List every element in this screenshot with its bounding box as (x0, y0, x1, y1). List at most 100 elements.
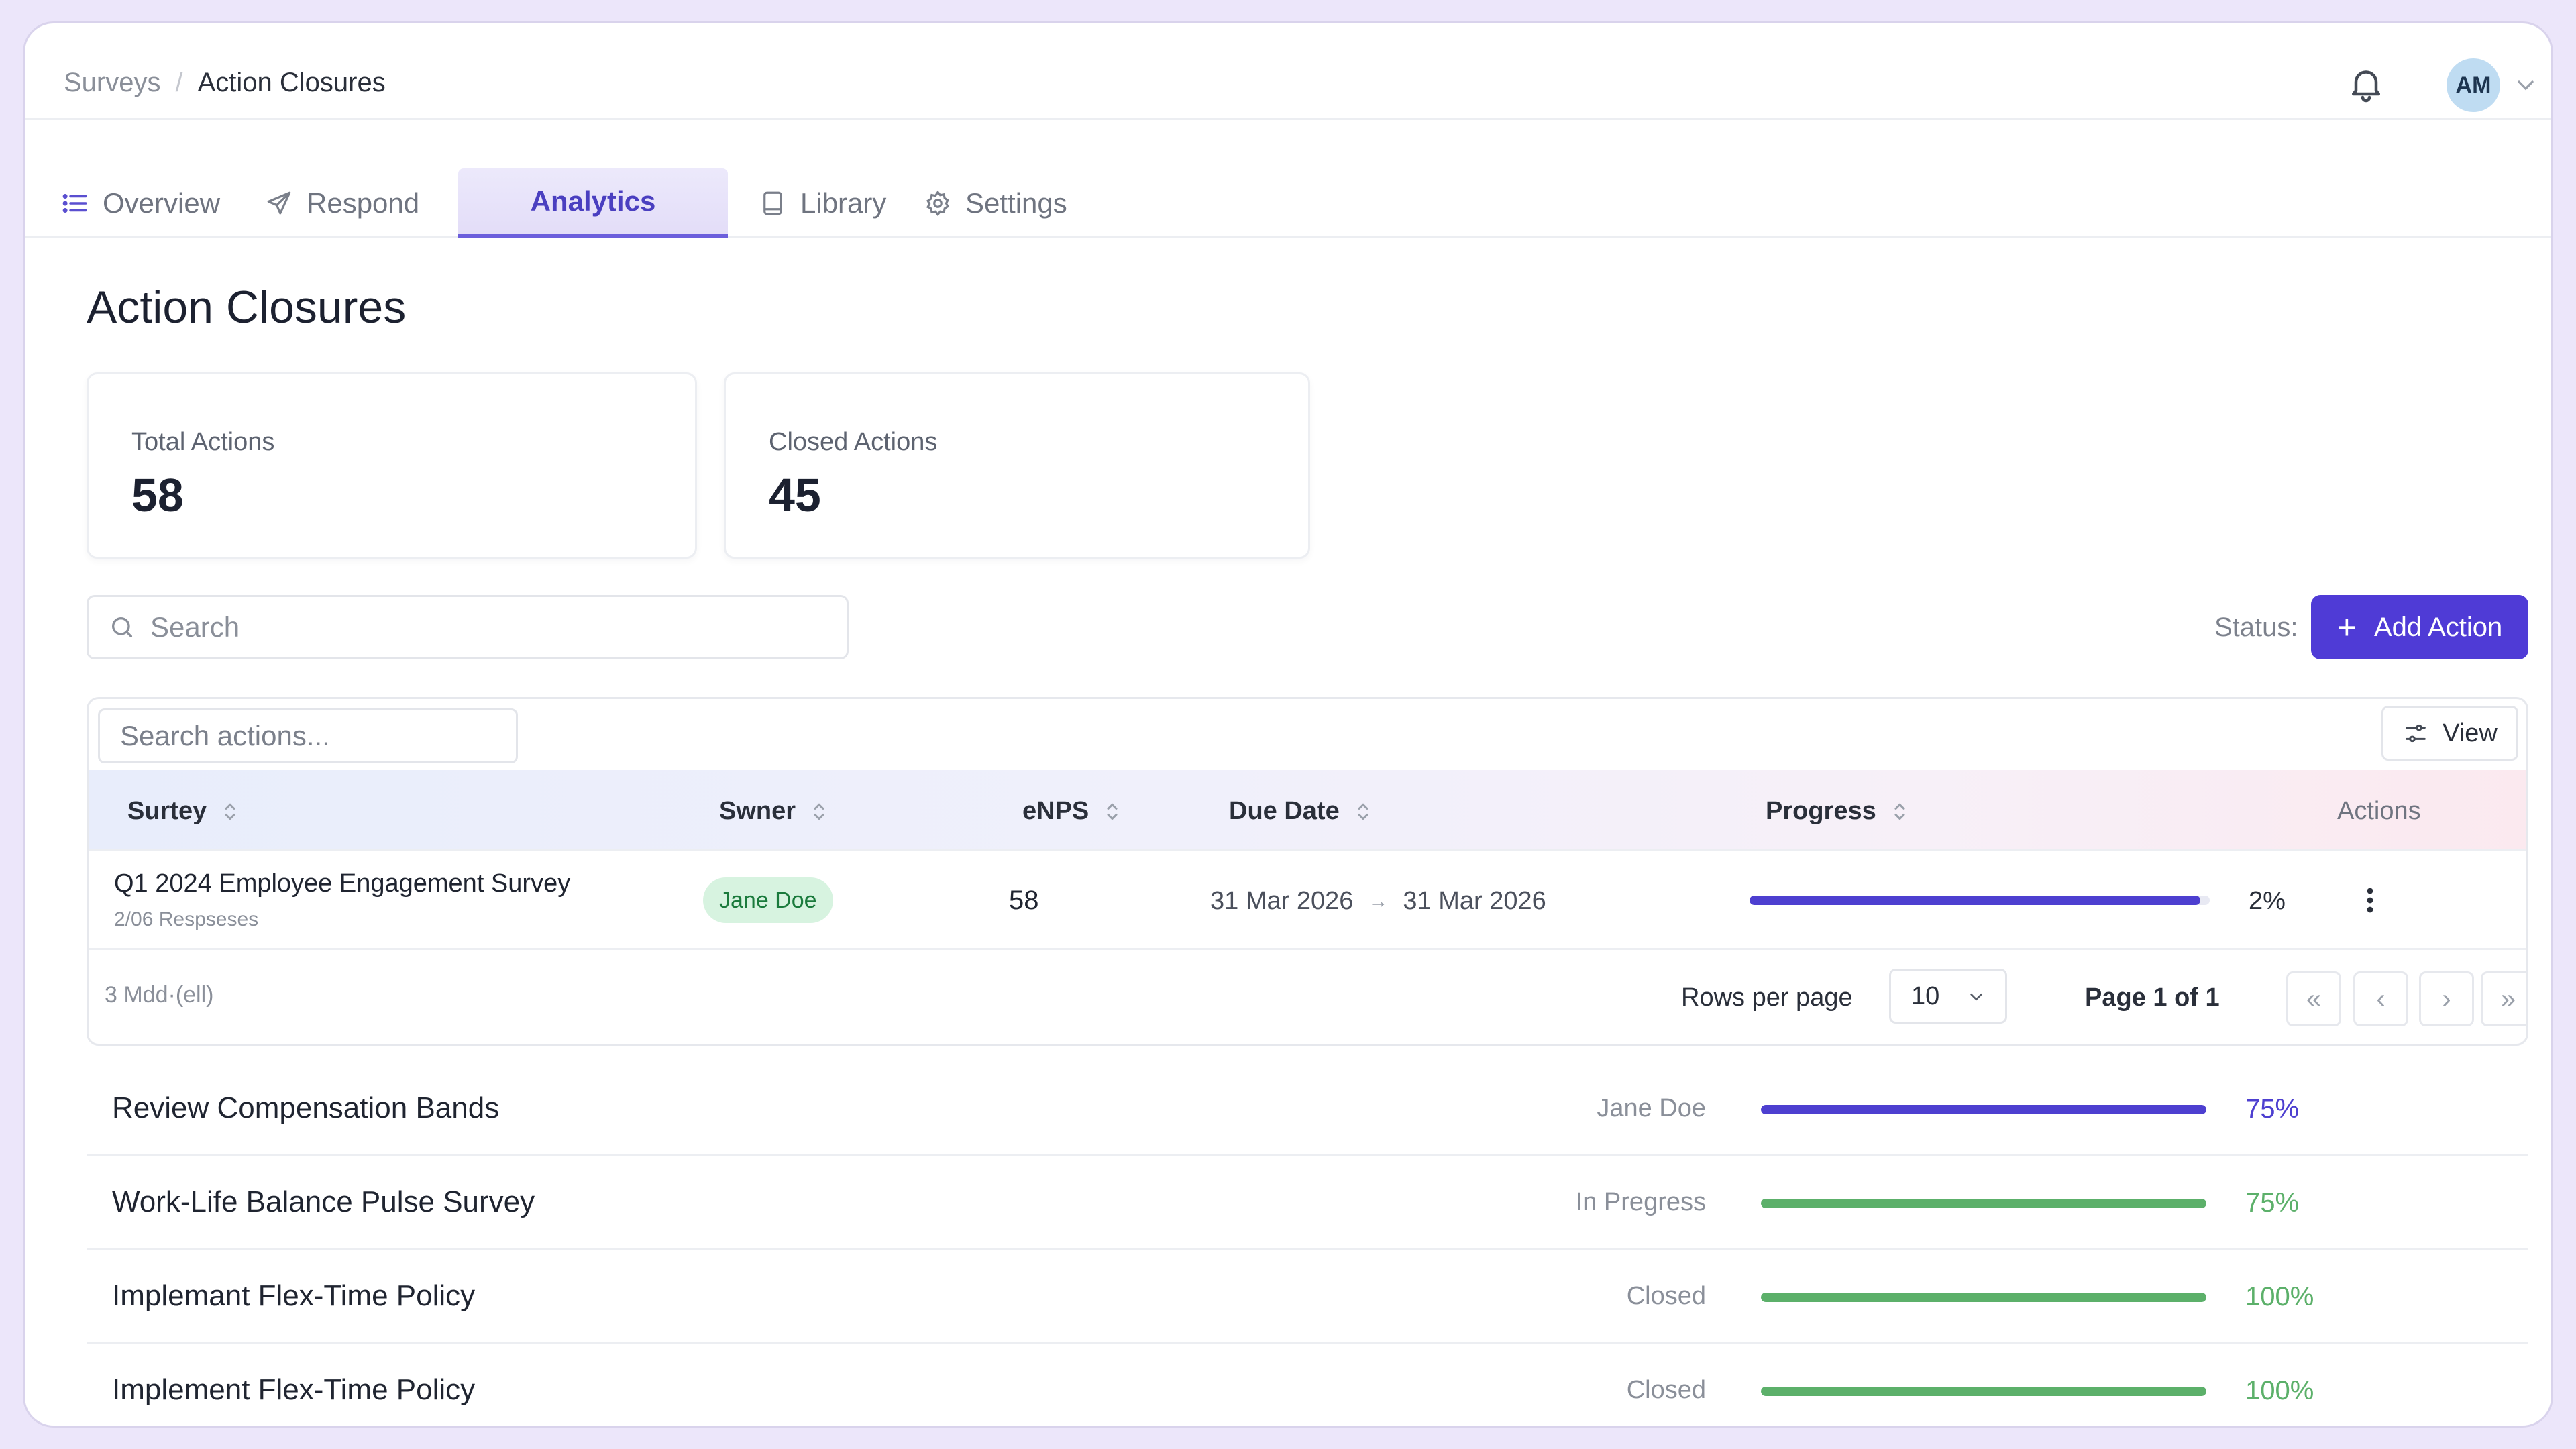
first-page-button[interactable]: « (2286, 971, 2341, 1026)
column-header-actions: Actions (2337, 797, 2421, 826)
tab-settings[interactable]: Settings (924, 168, 1067, 238)
column-label: Actions (2337, 797, 2421, 825)
column-label: Surtey (127, 797, 207, 825)
sliders-icon (2406, 724, 2426, 743)
action-title: Review Compensation Bands (112, 1091, 500, 1124)
tab-analytics[interactable]: Analytics (458, 168, 728, 238)
page-title: Action Closures (87, 282, 407, 333)
progress-percent: 100% (2245, 1376, 2314, 1405)
survey-name[interactable]: Q1 2024 Employee Engagement Survey (114, 869, 571, 898)
owner-badge: Jane Doe (703, 877, 833, 923)
stat-label: Total Actions (131, 428, 275, 456)
progress-fill (1761, 1293, 2206, 1302)
progress-bar (1761, 1105, 2206, 1114)
column-header-due-date[interactable]: Due Date (1229, 797, 1372, 826)
row-count: 3 Mdd·(ell) (105, 982, 214, 1008)
sort-icon (1107, 802, 1118, 820)
tab-analytics-label: Analytics (530, 185, 656, 217)
column-header-survey[interactable]: Surtey (127, 797, 239, 826)
tab-respond-label: Respond (307, 187, 420, 219)
column-header-progress[interactable]: Progress (1766, 797, 1909, 826)
prev-page-button[interactable]: ‹ (2353, 971, 2408, 1026)
action-status: Jane Doe (1597, 1094, 1706, 1122)
list-item[interactable]: Review Compensation Bands Jane Doe 75% (87, 1062, 2528, 1156)
list-icon (62, 194, 87, 213)
breadcrumb-separator: / (175, 68, 183, 97)
tab-respond[interactable]: Respond (265, 168, 419, 238)
add-action-label: Add Action (2373, 612, 2503, 642)
column-header-enps[interactable]: eNPS (1022, 797, 1121, 826)
column-header-owner[interactable]: Swner (719, 797, 828, 826)
next-page-button[interactable]: › (2419, 971, 2474, 1026)
sort-icon (225, 802, 235, 820)
search-icon (112, 617, 132, 637)
column-label: Swner (719, 797, 796, 825)
send-icon (267, 191, 291, 215)
last-page-button[interactable]: » (2481, 971, 2526, 1026)
tab-overview-label: Overview (103, 187, 221, 219)
tab-library[interactable]: Library (759, 168, 886, 238)
column-label: Due Date (1229, 797, 1340, 825)
sort-icon (1894, 802, 1905, 820)
progress-fill (1761, 1387, 2206, 1396)
column-label: Progress (1766, 797, 1876, 825)
tab-overview[interactable]: Overview (61, 168, 220, 238)
progress-bar (1761, 1293, 2206, 1302)
due-date-range: 31 Mar 2026 → 31 Mar 2026 (1210, 887, 1546, 916)
app-window: Surveys / Action Closures AM Overview Re… (23, 21, 2553, 1428)
progress-percent: 100% (2245, 1282, 2314, 1311)
list-item[interactable]: Implement Flex-Time Policy Closed 100% (87, 1344, 2528, 1426)
sort-icon (1358, 802, 1368, 820)
more-vertical-icon[interactable] (2360, 884, 2380, 916)
progress-percent: 75% (2245, 1094, 2300, 1124)
chevron-down-icon (1970, 994, 1982, 1001)
chevrons-right-icon: » (2500, 983, 2516, 1014)
stat-value: 58 (131, 469, 184, 521)
survey-responses: 2/06 Respseses (114, 908, 259, 930)
action-title: Implemant Flex-Time Policy (112, 1279, 476, 1312)
enps-value: 58 (1009, 885, 1039, 915)
view-label: View (2443, 718, 2498, 747)
chevron-down-icon[interactable] (2512, 72, 2539, 99)
progress-bar (1750, 896, 2210, 905)
breadcrumb-surveys-link[interactable]: Surveys (64, 68, 161, 97)
table-footer: 3 Mdd·(ell) Rows per page 10 Page 1 of 1… (89, 950, 2526, 1044)
action-status: Closed (1626, 1282, 1706, 1310)
action-status: Closed (1626, 1376, 1706, 1404)
table-search-input[interactable] (98, 708, 518, 763)
progress-percent: 75% (2245, 1188, 2300, 1218)
due-start: 31 Mar 2026 (1210, 887, 1354, 915)
view-options-button[interactable]: View (2381, 706, 2518, 761)
stat-label: Closed Actions (769, 428, 938, 456)
stat-card-closed: Closed Actions 45 (724, 372, 1310, 559)
chevron-left-icon: ‹ (2376, 983, 2385, 1014)
rows-per-page-label: Rows per page (1681, 983, 1853, 1012)
actions-table: View Surtey Swner eNPS Due Date Progress (87, 697, 2528, 1046)
search-input[interactable] (150, 611, 754, 643)
bell-icon[interactable] (2346, 64, 2386, 104)
rows-per-page-select[interactable]: 10 (1889, 969, 2007, 1024)
stat-card-total: Total Actions 58 (87, 372, 697, 559)
rows-per-page-value: 10 (1911, 981, 1940, 1010)
top-header: Surveys / Action Closures AM (25, 23, 2551, 120)
progress-fill (1761, 1199, 2206, 1208)
add-action-button[interactable]: + Add Action (2311, 595, 2528, 659)
breadcrumb-current: Action Closures (197, 68, 386, 97)
table-header: Surtey Swner eNPS Due Date Progress Acti… (89, 770, 2526, 851)
plus-icon: + (2337, 608, 2357, 646)
progress-percent: 2% (2249, 887, 2286, 915)
table-row[interactable]: Q1 2024 Employee Engagement Survey 2/06 … (89, 851, 2526, 950)
action-title: Work-Life Balance Pulse Survey (112, 1185, 535, 1218)
action-title: Implement Flex-Time Policy (112, 1373, 476, 1406)
chevron-right-icon: › (2442, 983, 2451, 1014)
list-item[interactable]: Implemant Flex-Time Policy Closed 100% (87, 1250, 2528, 1344)
tab-bar: Overview Respond Analytics Library Setti… (25, 120, 2551, 238)
arrow-right-icon: → (1368, 890, 1389, 912)
search-box (87, 595, 849, 659)
due-end: 31 Mar 2026 (1403, 887, 1546, 915)
status-filter-label[interactable]: Status: (2214, 612, 2298, 642)
list-item[interactable]: Work-Life Balance Pulse Survey In Pregre… (87, 1156, 2528, 1250)
avatar[interactable]: AM (2447, 58, 2500, 112)
action-status: In Pregress (1575, 1188, 1706, 1216)
breadcrumb: Surveys / Action Closures (64, 68, 386, 98)
